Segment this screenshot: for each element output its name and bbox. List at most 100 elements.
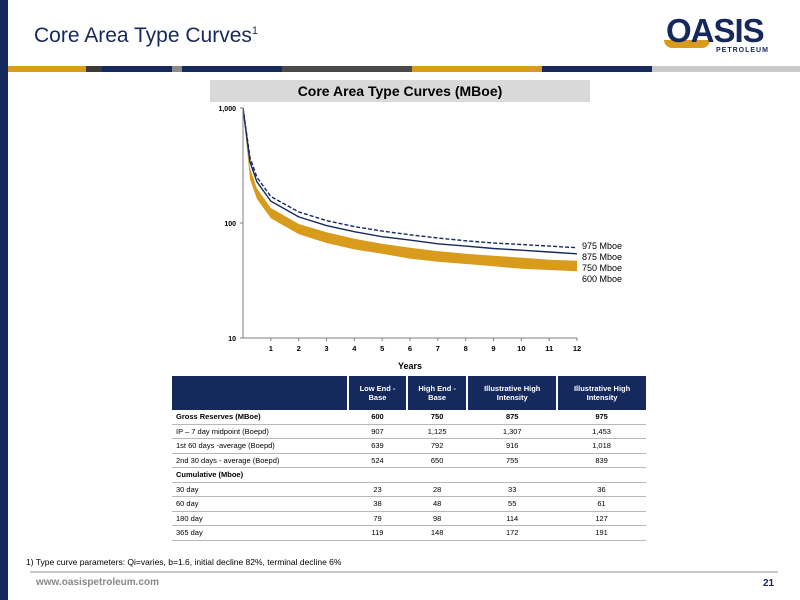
x-tick-label: 4 (352, 344, 357, 353)
legend-label: 750 Mboe (582, 263, 622, 273)
table-cell: 755 (467, 453, 558, 468)
logo-swoosh-icon (664, 40, 710, 48)
table-cell: 750 (406, 410, 468, 425)
x-tick-label: 2 (297, 344, 301, 353)
chart-title: Core Area Type Curves (MBoe) (210, 80, 590, 102)
table-cell: 98 (406, 511, 468, 526)
top-color-bar (8, 66, 800, 72)
legend-label: 600 Mboe (582, 274, 622, 284)
footer-divider (30, 571, 778, 573)
footer-url: www.oasispetroleum.com (36, 577, 159, 588)
table-cell: 1,453 (557, 424, 646, 439)
page-number: 21 (763, 578, 775, 589)
table-header-cell: Illustrative High Intensity (466, 376, 558, 410)
table-cell: 975 (557, 410, 646, 425)
x-axis-title: Years (398, 361, 422, 371)
table-cell: 38 (348, 496, 407, 512)
table-header-cell (172, 376, 348, 410)
x-tick-label: 3 (324, 344, 328, 353)
type-curve-table-wrap: Low End - Base High End - Base Illustrat… (172, 376, 646, 541)
table-row-label: IP – 7 day midpoint (Boepd) (172, 424, 348, 439)
table-cell: 524 (348, 453, 407, 468)
table-row-label: 1st 60 days -average (Boepd) (172, 438, 348, 454)
logo-subtext: PETROLEUM (716, 47, 769, 54)
title-footnote-marker: 1 (251, 25, 259, 37)
logo-wordmark: OASIS (666, 12, 765, 49)
table-row-label: Gross Reserves (MBoe) (172, 410, 348, 425)
table-cell: 114 (467, 511, 558, 526)
type-curve-table: Low End - Base High End - Base Illustrat… (172, 376, 646, 541)
table-cell (467, 467, 558, 483)
table-header-row: Low End - Base High End - Base Illustrat… (172, 376, 646, 410)
table-cell (348, 467, 407, 483)
series-band-750-600 (243, 108, 577, 272)
table-row: 1st 60 days -average (Boepd) 639 792 916 1,0… (172, 438, 646, 454)
table-cell: 839 (557, 453, 646, 468)
table-row-label: 180 day (172, 511, 348, 526)
table-cell: 650 (406, 453, 468, 468)
table-row: 60 day 38 48 55 61 (172, 496, 646, 512)
table-cell: 148 (406, 525, 468, 541)
table-cell: 1,018 (557, 438, 646, 454)
table-cell: 1,307 (467, 424, 558, 439)
table-cell: 1,125 (406, 424, 468, 439)
table-cell: 639 (348, 438, 407, 454)
table-cell: 916 (467, 438, 558, 454)
table-cell: 79 (348, 511, 407, 526)
table-row: Gross Reserves (MBoe) 600 750 875 975 (172, 410, 646, 425)
top-bar-segment (172, 66, 182, 72)
x-tick-label: 10 (517, 344, 525, 353)
series-line-0 (242, 107, 578, 249)
table-row: 180 day 79 98 114 127 (172, 511, 646, 526)
table-row-label: 60 day (172, 496, 348, 512)
table-row: 365 day 119 148 172 191 (172, 525, 646, 541)
table-cell: 33 (467, 482, 558, 497)
table-cell: 792 (406, 438, 468, 454)
top-bar-segment (102, 66, 172, 72)
x-tick-label: 5 (380, 344, 384, 353)
y-tick-label: 1,000 (218, 106, 236, 113)
table-body: Gross Reserves (MBoe) 600 750 875 975 IP – 7 … (172, 410, 646, 541)
oasis-petroleum-logo: OASIS PETROLEUM (664, 12, 776, 60)
table-cell: 23 (348, 482, 407, 497)
table-row: 30 day 23 28 33 36 (172, 482, 646, 497)
top-bar-segment (8, 66, 86, 72)
y-tick-label: 100 (224, 221, 236, 228)
footnote: 1) Type curve parameters: Qi=varies, b=1… (26, 557, 342, 567)
table-row: 2nd 30 days - average (Boepd) 524 650 755 83… (172, 453, 646, 468)
table-cell: 55 (467, 496, 558, 512)
top-bar-segment (542, 66, 652, 72)
table-header-cell: High End - Base (405, 376, 468, 410)
table-cell (406, 467, 468, 483)
left-accent-band (0, 0, 8, 600)
table-row: Cumulative (Mboe) (172, 467, 646, 483)
table-cell: 36 (557, 482, 646, 497)
table-row-label: Cumulative (Mboe) (172, 467, 348, 483)
table-row: IP – 7 day midpoint (Boepd) 907 1,125 1,307… (172, 424, 646, 439)
table-row-label: 365 day (172, 525, 348, 541)
table-cell: 48 (406, 496, 468, 512)
legend-label: 875 Mboe (582, 252, 622, 262)
table-cell: 119 (348, 525, 407, 541)
legend-label: 975 Mboe (582, 241, 622, 251)
top-bar-segment (86, 66, 102, 72)
x-tick-label: 1 (269, 344, 273, 353)
top-bar-segment (412, 66, 542, 72)
x-tick-label: 12 (573, 344, 581, 353)
table-header-cell: Illustrative High Intensity (556, 376, 646, 410)
slide-title-text: Core Area Type Curves (34, 24, 252, 47)
table-cell: 127 (557, 511, 646, 526)
table-header-cell: Low End - Base (347, 376, 407, 410)
x-tick-label: 7 (436, 344, 440, 353)
table-cell: 172 (467, 525, 558, 541)
x-tick-label: 8 (464, 344, 468, 353)
x-tick-label: 6 (408, 344, 412, 353)
top-bar-segment (282, 66, 412, 72)
line-layer (242, 107, 578, 255)
y-tick-label: 10 (228, 336, 236, 343)
series-line-1 (242, 107, 578, 255)
table-cell: 28 (406, 482, 468, 497)
